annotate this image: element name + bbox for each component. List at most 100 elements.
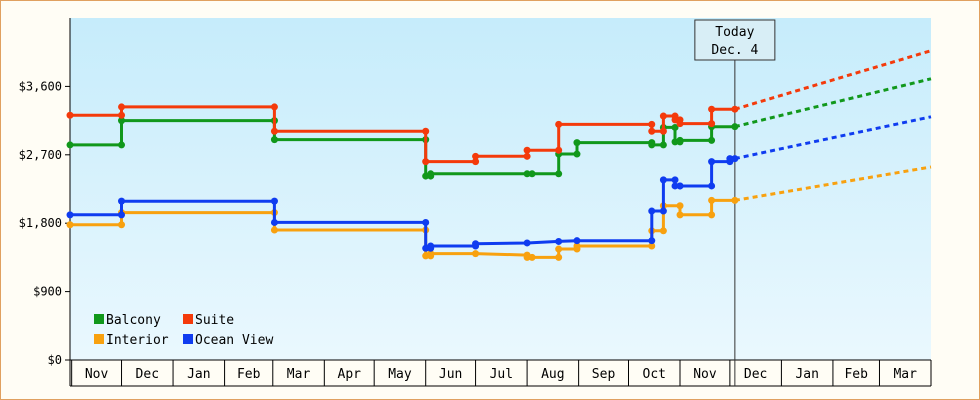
data-point-ocean-view[interactable] [270, 218, 278, 226]
data-point-balcony[interactable] [708, 136, 716, 144]
data-point-interior[interactable] [528, 253, 536, 261]
y-tick-label: $1,800 [19, 216, 62, 230]
data-point-suite[interactable] [659, 127, 667, 135]
data-point-balcony[interactable] [676, 136, 684, 144]
data-point-ocean-view[interactable] [708, 182, 716, 190]
data-point-ocean-view[interactable] [270, 197, 278, 205]
data-point-balcony[interactable] [523, 170, 531, 178]
data-point-interior[interactable] [708, 211, 716, 219]
month-label: Dec [744, 367, 767, 382]
y-tick-label: $2,700 [19, 148, 62, 162]
data-point-interior[interactable] [555, 245, 563, 253]
data-point-balcony[interactable] [671, 123, 679, 131]
data-point-ocean-view[interactable] [659, 176, 667, 184]
data-point-interior[interactable] [676, 202, 684, 210]
data-point-balcony[interactable] [573, 150, 581, 158]
legend-label-suite: Suite [195, 313, 234, 328]
data-point-suite[interactable] [555, 146, 563, 154]
data-point-balcony[interactable] [528, 170, 536, 178]
data-point-balcony[interactable] [648, 141, 656, 149]
data-point-ocean-view[interactable] [676, 182, 684, 190]
legend-swatch-ocean-view [183, 334, 193, 344]
data-point-suite[interactable] [270, 103, 278, 111]
data-point-balcony[interactable] [118, 117, 126, 125]
data-point-ocean-view[interactable] [555, 237, 563, 245]
data-point-balcony[interactable] [270, 136, 278, 144]
legend-label-balcony: Balcony [106, 313, 161, 328]
data-point-suite[interactable] [118, 111, 126, 119]
month-label: Nov [85, 367, 109, 382]
data-point-interior[interactable] [66, 221, 74, 229]
data-point-ocean-view[interactable] [66, 211, 74, 219]
data-point-ocean-view[interactable] [523, 239, 531, 247]
data-point-balcony[interactable] [659, 141, 667, 149]
data-point-suite[interactable] [118, 103, 126, 111]
month-label: Jan [187, 367, 210, 382]
data-point-balcony[interactable] [555, 170, 563, 178]
month-label: Nov [693, 367, 717, 382]
forecast-line-ocean-view [734, 115, 932, 161]
data-point-suite[interactable] [671, 116, 679, 124]
data-point-interior[interactable] [523, 253, 531, 261]
data-point-balcony[interactable] [573, 139, 581, 147]
data-point-interior[interactable] [676, 211, 684, 219]
data-point-suite[interactable] [676, 120, 684, 128]
forecast-line-suite [734, 49, 932, 111]
data-point-ocean-view[interactable] [472, 240, 480, 248]
data-point-ocean-view[interactable] [573, 237, 581, 245]
data-point-suite[interactable] [555, 120, 563, 128]
data-point-interior[interactable] [573, 242, 581, 250]
data-point-interior[interactable] [118, 221, 126, 229]
data-point-suite[interactable] [659, 112, 667, 120]
month-label: Mar [287, 367, 311, 382]
data-point-suite[interactable] [472, 152, 480, 160]
month-label: May [388, 367, 412, 382]
data-point-balcony[interactable] [118, 141, 126, 149]
data-point-suite[interactable] [523, 146, 531, 154]
data-point-interior[interactable] [648, 242, 656, 250]
month-label: Jun [439, 367, 462, 382]
month-label: Jul [490, 367, 513, 382]
series-line-ocean-view [70, 157, 735, 250]
data-point-ocean-view[interactable] [659, 207, 667, 215]
data-point-ocean-view[interactable] [648, 207, 656, 215]
data-point-suite[interactable] [708, 105, 716, 113]
data-point-ocean-view[interactable] [118, 197, 126, 205]
data-point-ocean-view[interactable] [118, 211, 126, 219]
today-box [694, 19, 776, 61]
data-point-interior[interactable] [659, 227, 667, 235]
data-point-ocean-view[interactable] [671, 182, 679, 190]
forecast-line-interior [734, 165, 932, 202]
legend-swatch-interior [94, 334, 104, 344]
y-tick-label: $900 [33, 285, 62, 299]
data-point-interior[interactable] [472, 250, 480, 258]
data-point-balcony[interactable] [66, 141, 74, 149]
data-point-interior[interactable] [555, 253, 563, 261]
month-label: Dec [136, 367, 159, 382]
data-point-ocean-view[interactable] [648, 237, 656, 245]
data-point-suite[interactable] [648, 127, 656, 135]
data-point-suite[interactable] [708, 120, 716, 128]
data-point-balcony[interactable] [427, 170, 435, 178]
data-point-interior[interactable] [270, 226, 278, 234]
plot-area [70, 18, 931, 360]
data-point-suite[interactable] [648, 120, 656, 128]
data-point-suite[interactable] [523, 152, 531, 160]
data-point-suite[interactable] [472, 158, 480, 166]
data-point-suite[interactable] [422, 127, 430, 135]
today-date-label: Dec. 4 [711, 43, 758, 58]
data-point-ocean-view[interactable] [427, 242, 435, 250]
data-point-ocean-view[interactable] [726, 155, 734, 163]
data-point-suite[interactable] [270, 127, 278, 135]
data-point-ocean-view[interactable] [708, 158, 716, 166]
data-point-suite[interactable] [66, 111, 74, 119]
data-point-ocean-view[interactable] [671, 176, 679, 184]
month-label: Feb [844, 367, 868, 382]
data-point-interior[interactable] [427, 250, 435, 258]
data-point-ocean-view[interactable] [422, 218, 430, 226]
today-label: Today [715, 25, 754, 40]
month-label: Feb [237, 367, 261, 382]
data-point-suite[interactable] [422, 158, 430, 166]
data-point-interior[interactable] [708, 196, 716, 204]
